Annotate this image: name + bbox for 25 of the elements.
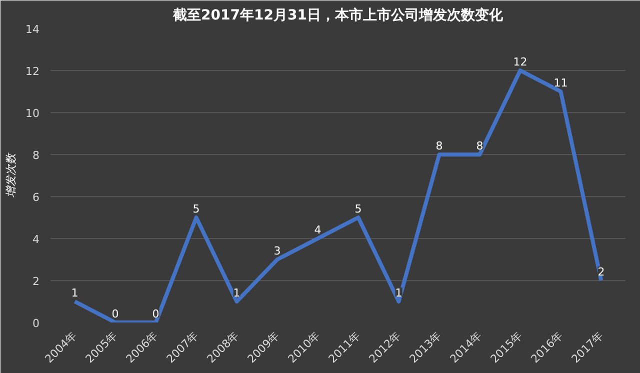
y-axis-title: 增发次数 (4, 152, 18, 198)
y-tick-label: 10 (26, 107, 40, 120)
data-label: 1 (233, 286, 240, 300)
data-label: 5 (354, 202, 362, 216)
y-tick-label: 8 (32, 149, 40, 162)
y-tick-label: 12 (26, 65, 40, 78)
data-label: 4 (314, 224, 322, 236)
data-label: 0 (152, 308, 160, 320)
data-label: 12 (513, 56, 528, 68)
y-tick-label: 14 (26, 23, 40, 36)
data-label: 11 (554, 76, 568, 90)
data-label: 5 (192, 202, 200, 216)
y-tick-label: 2 (32, 275, 40, 288)
data-label: 1 (395, 286, 402, 300)
line-series (72, 68, 604, 322)
data-label: 1 (71, 286, 78, 300)
data-label: 2 (598, 266, 605, 278)
data-label: 8 (476, 140, 484, 152)
data-label: 3 (274, 244, 281, 258)
data-label: 0 (112, 308, 119, 320)
y-tick-label: 6 (32, 191, 40, 204)
chart-title: 截至2017年12月31日，本市上市公司增发次数变化 (172, 6, 504, 24)
y-tick-label: 4 (32, 233, 40, 246)
y-tick-label: 0 (32, 317, 40, 330)
data-label: 8 (436, 140, 443, 152)
